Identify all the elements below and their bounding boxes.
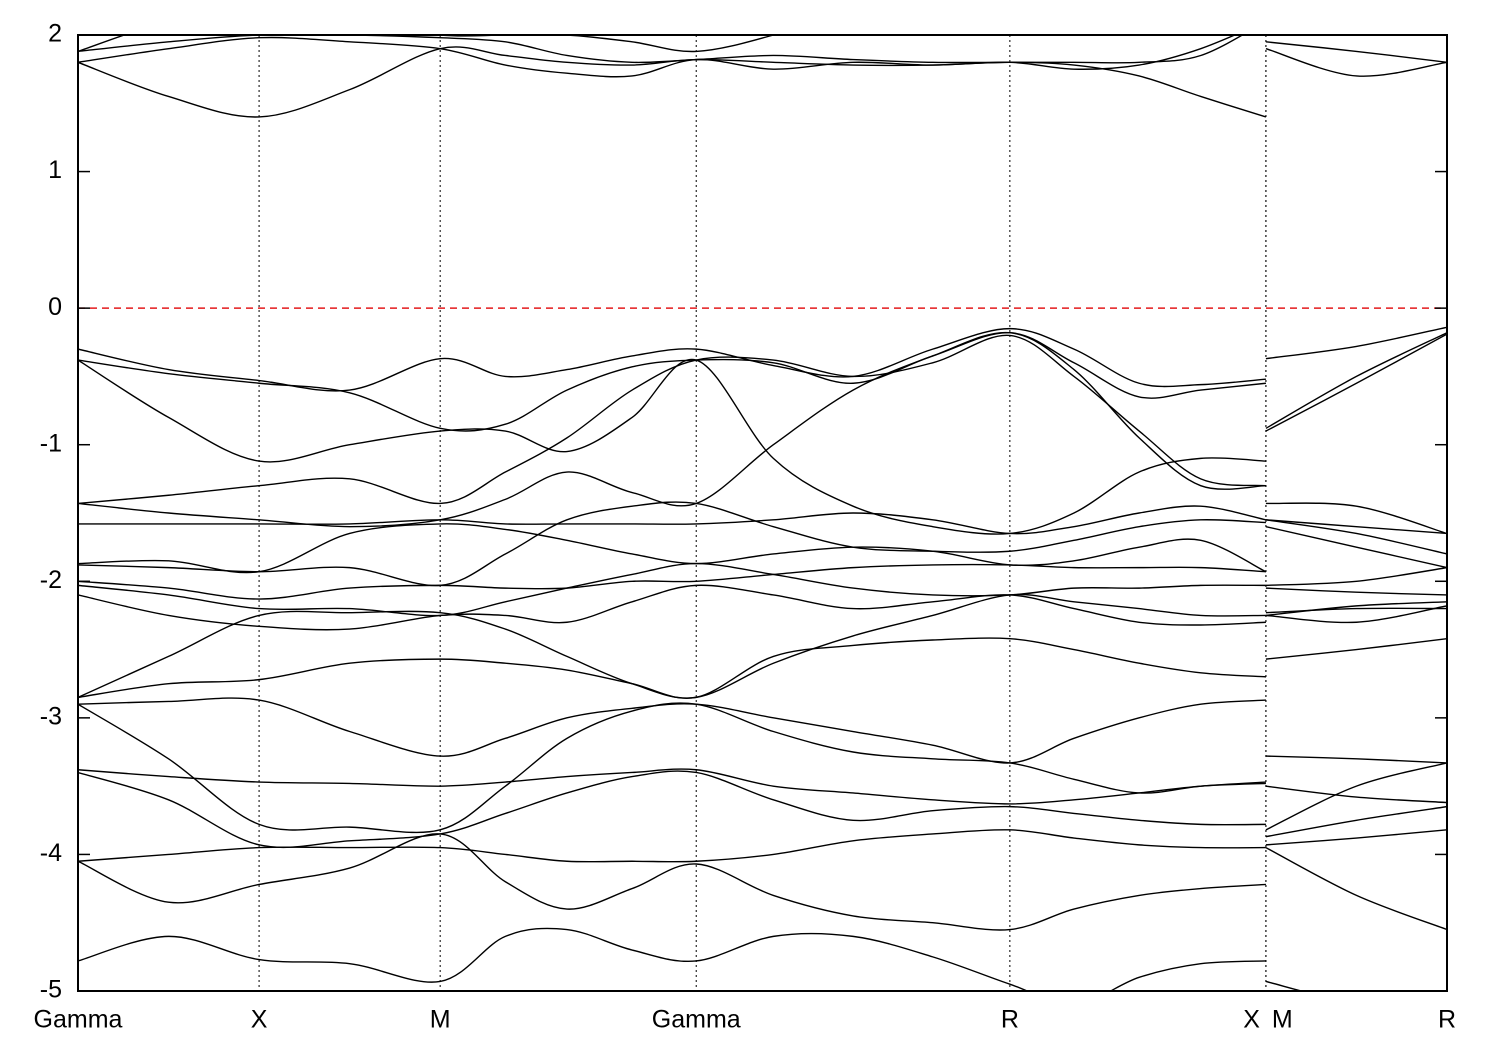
y-tick-label: -3 bbox=[40, 702, 62, 730]
band-line bbox=[78, 501, 1266, 587]
x-tick-label: R bbox=[1001, 1006, 1019, 1034]
band-line bbox=[78, 327, 1266, 392]
band-line bbox=[1265, 332, 1447, 429]
band-line bbox=[1265, 805, 1447, 838]
x-tick-label: M bbox=[1272, 1006, 1293, 1034]
band-line bbox=[78, 505, 1267, 535]
x-tick-label: M bbox=[430, 1006, 451, 1034]
x-tick-label: X bbox=[1243, 1006, 1260, 1034]
band-line bbox=[1265, 502, 1447, 535]
band-line bbox=[1265, 829, 1447, 846]
band-line bbox=[78, 637, 1266, 699]
band-line bbox=[78, 829, 1266, 863]
band-line bbox=[1265, 762, 1447, 831]
band-line bbox=[1265, 525, 1447, 569]
x-tick-label: Gamma bbox=[34, 1006, 123, 1034]
band-line bbox=[1265, 326, 1447, 360]
band-line bbox=[78, 35, 1244, 64]
band-line bbox=[78, 358, 1266, 535]
band-line bbox=[78, 584, 1266, 631]
band-line bbox=[78, 563, 1266, 600]
band-line bbox=[1265, 846, 1447, 931]
y-tick-label: -2 bbox=[40, 566, 62, 594]
band-line bbox=[1265, 785, 1447, 804]
band-line bbox=[1265, 601, 1447, 617]
band-line bbox=[1265, 519, 1447, 555]
band-line bbox=[78, 768, 1266, 805]
band-line bbox=[1265, 519, 1447, 535]
band-line bbox=[1265, 333, 1447, 432]
band-line bbox=[1265, 605, 1447, 624]
band-line bbox=[1265, 41, 1447, 64]
plot-frame bbox=[77, 34, 1448, 992]
y-tick-label: -5 bbox=[40, 976, 62, 1004]
band-line bbox=[1265, 566, 1447, 587]
y-tick-label: 0 bbox=[48, 293, 62, 321]
band-line bbox=[1265, 980, 1304, 991]
band-line bbox=[78, 833, 1266, 931]
band-line bbox=[1265, 607, 1447, 614]
band-line bbox=[1265, 755, 1447, 764]
y-tick-label: 2 bbox=[48, 20, 62, 48]
x-tick-label: Gamma bbox=[652, 1006, 741, 1034]
band-line bbox=[78, 523, 1267, 574]
band-line bbox=[1265, 637, 1447, 660]
y-tick-label: 1 bbox=[48, 156, 62, 184]
y-tick-label: -4 bbox=[40, 839, 62, 867]
y-tick-label: -1 bbox=[40, 429, 62, 457]
x-tick-label: X bbox=[251, 1006, 268, 1034]
band-line bbox=[78, 702, 1266, 834]
band-line bbox=[78, 562, 1266, 617]
x-tick-label: R bbox=[1438, 1006, 1456, 1034]
band-line bbox=[1265, 47, 1447, 77]
band-line bbox=[1265, 587, 1447, 596]
